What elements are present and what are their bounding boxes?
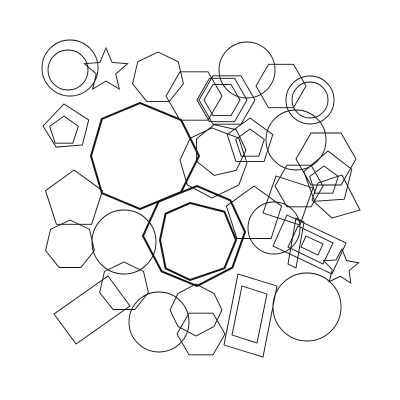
circle xyxy=(291,81,329,119)
hexagon xyxy=(198,75,256,125)
large-octagon-center xyxy=(141,184,247,288)
rectangle xyxy=(272,214,347,275)
circle xyxy=(128,291,190,353)
heptagon xyxy=(132,51,184,102)
pentagon xyxy=(42,103,90,148)
rectangle xyxy=(287,225,334,265)
pentagon xyxy=(226,117,274,162)
heptagon xyxy=(45,219,95,268)
hexagon xyxy=(196,77,248,123)
rectangle xyxy=(231,285,268,344)
pentagon xyxy=(303,150,353,202)
pentagon xyxy=(311,174,361,219)
hexagon xyxy=(274,164,324,208)
hexagon xyxy=(165,71,223,121)
rectangle xyxy=(223,273,278,358)
circle xyxy=(41,39,99,97)
star xyxy=(322,247,360,284)
octagon xyxy=(169,283,223,337)
circle xyxy=(247,201,301,255)
heptagon xyxy=(99,261,149,310)
rectangle xyxy=(287,217,305,269)
circle xyxy=(265,109,327,171)
star xyxy=(83,46,129,91)
inner-octagon-center xyxy=(159,201,238,282)
hexagon xyxy=(255,63,307,109)
pentagon xyxy=(49,115,79,144)
pentagon xyxy=(309,165,339,194)
rectangle xyxy=(53,275,131,345)
rectangle xyxy=(300,235,324,256)
circle xyxy=(218,41,276,99)
hexagon xyxy=(203,83,241,117)
hexagon xyxy=(176,312,226,356)
pentagon xyxy=(44,169,104,225)
circle xyxy=(47,49,89,91)
rectangle xyxy=(262,175,314,226)
hexagon xyxy=(295,132,357,186)
circle xyxy=(285,75,335,125)
octagon xyxy=(179,127,248,199)
